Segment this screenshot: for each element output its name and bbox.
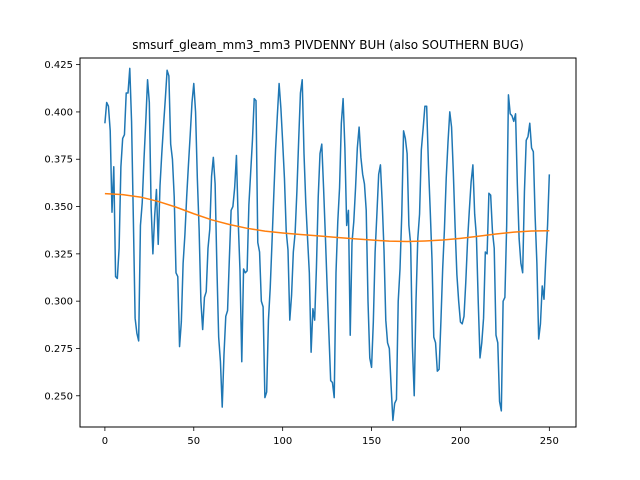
- axes-frame: [79, 57, 577, 428]
- plot-area: [104, 67, 551, 422]
- x-tick-label: 50: [187, 436, 200, 447]
- y-tick-label: 0.325: [44, 249, 73, 260]
- y-tick-label: 0.275: [44, 344, 73, 355]
- y-tick-label: 0.350: [44, 202, 73, 213]
- x-tick-label: 0: [102, 436, 108, 447]
- x-axis: 0 50 100 150 200 250: [102, 427, 559, 447]
- y-tick-label: 0.425: [44, 60, 73, 71]
- y-tick-label: 0.300: [44, 297, 73, 308]
- x-tick-label: 100: [273, 436, 292, 447]
- series-line-smoothed: [104, 192, 550, 243]
- x-tick-label: 250: [540, 436, 559, 447]
- series-line-raw: [104, 67, 551, 422]
- chart-title: smsurf_gleam_mm3_mm3 PIVDENNY BUH (also …: [132, 38, 524, 52]
- x-tick-label: 150: [362, 436, 381, 447]
- y-axis: 0.250 0.275 0.300 0.325 0.350 0.375 0.400 0.425: [44, 60, 80, 402]
- y-tick-label: 0.375: [44, 155, 73, 166]
- y-tick-label: 0.400: [44, 107, 73, 118]
- x-tick-label: 200: [451, 436, 470, 447]
- y-tick-label: 0.250: [44, 391, 73, 402]
